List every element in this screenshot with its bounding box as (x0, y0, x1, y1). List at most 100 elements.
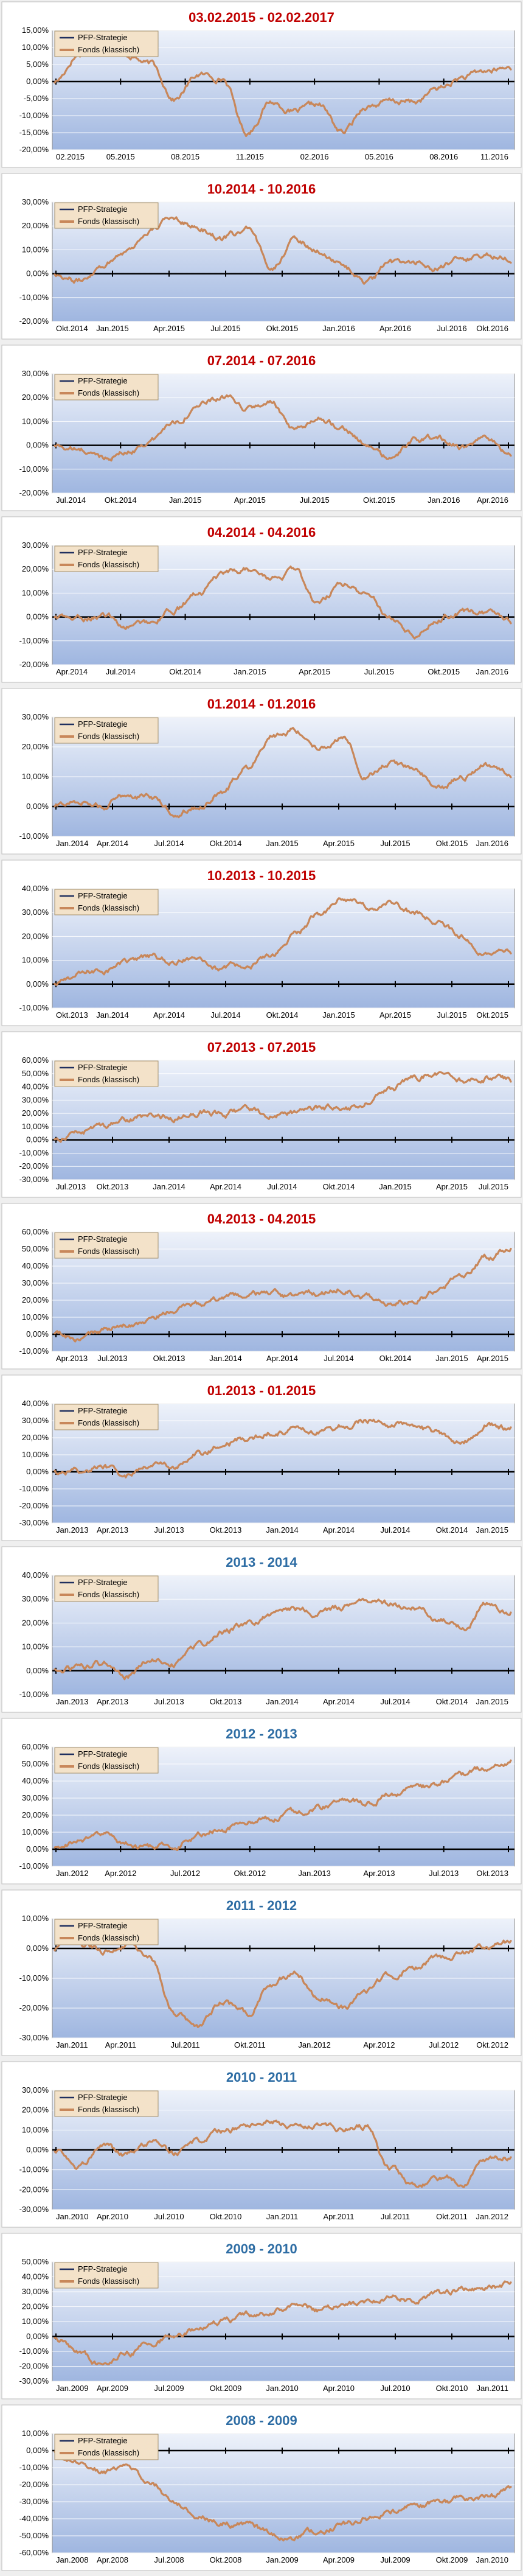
legend-box (54, 1575, 159, 1602)
y-tick-label: -20,00% (19, 145, 49, 154)
legend: PFP-Strategie Fonds (klassisch) (54, 1404, 159, 1430)
x-tick-label: Okt.2010 (210, 2212, 242, 2221)
chart-title: 2011 - 2012 (226, 1898, 297, 1913)
legend-label-strategy: PFP-Strategie (78, 1063, 128, 1072)
y-tick-label: 60,00% (22, 1055, 49, 1065)
x-tick-label: Apr.2014 (323, 1525, 355, 1535)
x-tick-label: Okt.2015 (436, 839, 468, 848)
legend-label-strategy: PFP-Strategie (78, 719, 128, 729)
x-tick-label: Jan.2010 (266, 2384, 299, 2393)
x-tick-label: Jan.2015 (476, 1697, 509, 1706)
x-tick-label: Jul.2014 (380, 1525, 410, 1535)
legend: PFP-Strategie Fonds (klassisch) (54, 1747, 159, 1774)
x-tick-label: Apr.2013 (56, 1354, 88, 1363)
y-tick-label: 50,00% (22, 1759, 49, 1768)
x-tick-label: Jul.2013 (97, 1354, 127, 1363)
y-tick-label: 10,00% (22, 1312, 49, 1321)
chart-title: 2008 - 2009 (226, 2413, 297, 2428)
x-tick-label: Jan.2013 (298, 1869, 331, 1878)
series-line-fonds (54, 1759, 512, 1851)
x-tick-label: Jan.2016 (476, 667, 509, 676)
y-tick-label: -20,00% (19, 660, 49, 669)
y-tick-label: -20,00% (19, 2480, 49, 2489)
y-tick-label: 0,00% (26, 2446, 49, 2455)
x-tick-label: Jul.2015 (300, 495, 330, 505)
y-tick-label: -20,00% (19, 1161, 49, 1171)
series-line-fonds (54, 40, 512, 138)
x-tick-label: 02.2015 (56, 152, 85, 161)
y-tick-label: 0,00% (26, 979, 49, 989)
y-tick-label: 20,00% (22, 1295, 49, 1304)
x-tick-label: Jan.2010 (476, 2555, 509, 2564)
y-tick-label: 40,00% (22, 2272, 49, 2281)
series-line-fonds (54, 1597, 512, 1681)
y-tick-label: 10,00% (22, 1827, 49, 1836)
chart-svg: 04.2013 - 04.2015 60,00% 50,00% 40,00% 30,00… (1, 1203, 522, 1370)
x-tick-label: Okt.2009 (210, 2384, 242, 2393)
x-tick-label: Jan.2016 (476, 839, 509, 848)
chart-panel: 2009 - 2010 50,00% 40,00% 30,00% 20,00% 10,00… (0, 2231, 523, 2403)
legend-label-fonds: Fonds (klassisch) (78, 903, 139, 912)
x-tick-label: Okt.2014 (436, 1697, 468, 1706)
y-tick-label: 0,00% (26, 1329, 49, 1339)
y-tick-label: 15,00% (22, 26, 49, 35)
x-tick-label: Jul.2012 (170, 1869, 200, 1878)
x-tick-label: Apr.2013 (97, 1525, 128, 1535)
chart-svg: 10.2014 - 10.2016 30,00% 20,00% 10,00% 0,00%… (1, 173, 522, 340)
legend-label-strategy: PFP-Strategie (78, 205, 128, 214)
y-tick-label: 10,00% (22, 588, 49, 597)
chart-title: 04.2014 - 04.2016 (207, 525, 316, 540)
legend-box (54, 1747, 159, 1774)
y-tick-label: 30,00% (22, 1793, 49, 1802)
x-tick-label: Apr.2010 (323, 2384, 355, 2393)
y-tick-label: -30,00% (19, 2497, 49, 2506)
chart-panel: 04.2013 - 04.2015 60,00% 50,00% 40,00% 30,00… (0, 1202, 523, 1373)
y-tick-label: 10,00% (22, 1642, 49, 1651)
x-tick-label: Jul.2010 (154, 2212, 184, 2221)
y-tick-label: 0,00% (26, 612, 49, 621)
y-tick-label: -20,00% (19, 317, 49, 326)
x-tick-label: Jan.2012 (56, 1869, 89, 1878)
chart-title: 10.2014 - 10.2016 (207, 181, 316, 197)
x-tick-label: Apr.2008 (97, 2555, 128, 2564)
x-tick-label: Apr.2013 (363, 1869, 395, 1878)
x-tick-label: Apr.2014 (153, 1010, 185, 1020)
x-tick-label: Jul.2011 (381, 2212, 410, 2221)
chart-title: 07.2013 - 07.2015 (207, 1040, 316, 1055)
series-line-fonds (54, 1071, 512, 1143)
y-tick-label: 50,00% (22, 1244, 49, 1253)
legend-label-fonds: Fonds (klassisch) (78, 1590, 139, 1599)
y-tick-label: 20,00% (22, 1108, 49, 1118)
y-tick-label: 10,00% (22, 2429, 49, 2438)
x-tick-label: Jul.2015 (380, 839, 410, 848)
x-tick-label: Jan.2014 (56, 839, 89, 848)
y-tick-label: -30,00% (19, 2205, 49, 2214)
y-tick-label: 30,00% (22, 1416, 49, 1425)
x-tick-label: Okt.2008 (210, 2555, 242, 2564)
x-tick-label: Okt.2014 (379, 1354, 412, 1363)
chart-title: 04.2013 - 04.2015 (207, 1211, 316, 1227)
y-tick-label: 0,00% (26, 1135, 49, 1144)
y-tick-label: 10,00% (22, 2125, 49, 2134)
y-tick-label: -10,00% (19, 111, 49, 120)
x-tick-label: Jan.2016 (428, 495, 460, 505)
y-tick-label: 40,00% (22, 884, 49, 893)
x-tick-label: Jul.2014 (154, 839, 184, 848)
x-tick-label: Jan.2012 (298, 2040, 331, 2049)
y-tick-label: 20,00% (22, 221, 49, 230)
chart-svg: 03.02.2015 - 02.02.2017 15,00% 10,00% 5,00%… (1, 1, 522, 168)
legend-box (54, 2262, 159, 2289)
chart-title: 03.02.2015 - 02.02.2017 (189, 10, 334, 25)
series-line-fonds (54, 1247, 512, 1343)
legend-label-strategy: PFP-Strategie (78, 2264, 128, 2273)
y-tick-label: 40,00% (22, 1399, 49, 1408)
y-tick-label: -10,00% (19, 636, 49, 645)
legend-label-strategy: PFP-Strategie (78, 1921, 128, 1930)
y-tick-label: -20,00% (19, 2003, 49, 2012)
x-tick-label: Okt.2014 (436, 1525, 468, 1535)
x-tick-label: Apr.2016 (477, 495, 508, 505)
x-tick-label: Jan.2015 (96, 324, 129, 333)
x-tick-label: Jul.2014 (324, 1354, 353, 1363)
y-tick-label: -10,00% (19, 1861, 49, 1871)
y-tick-label: 30,00% (22, 2085, 49, 2095)
